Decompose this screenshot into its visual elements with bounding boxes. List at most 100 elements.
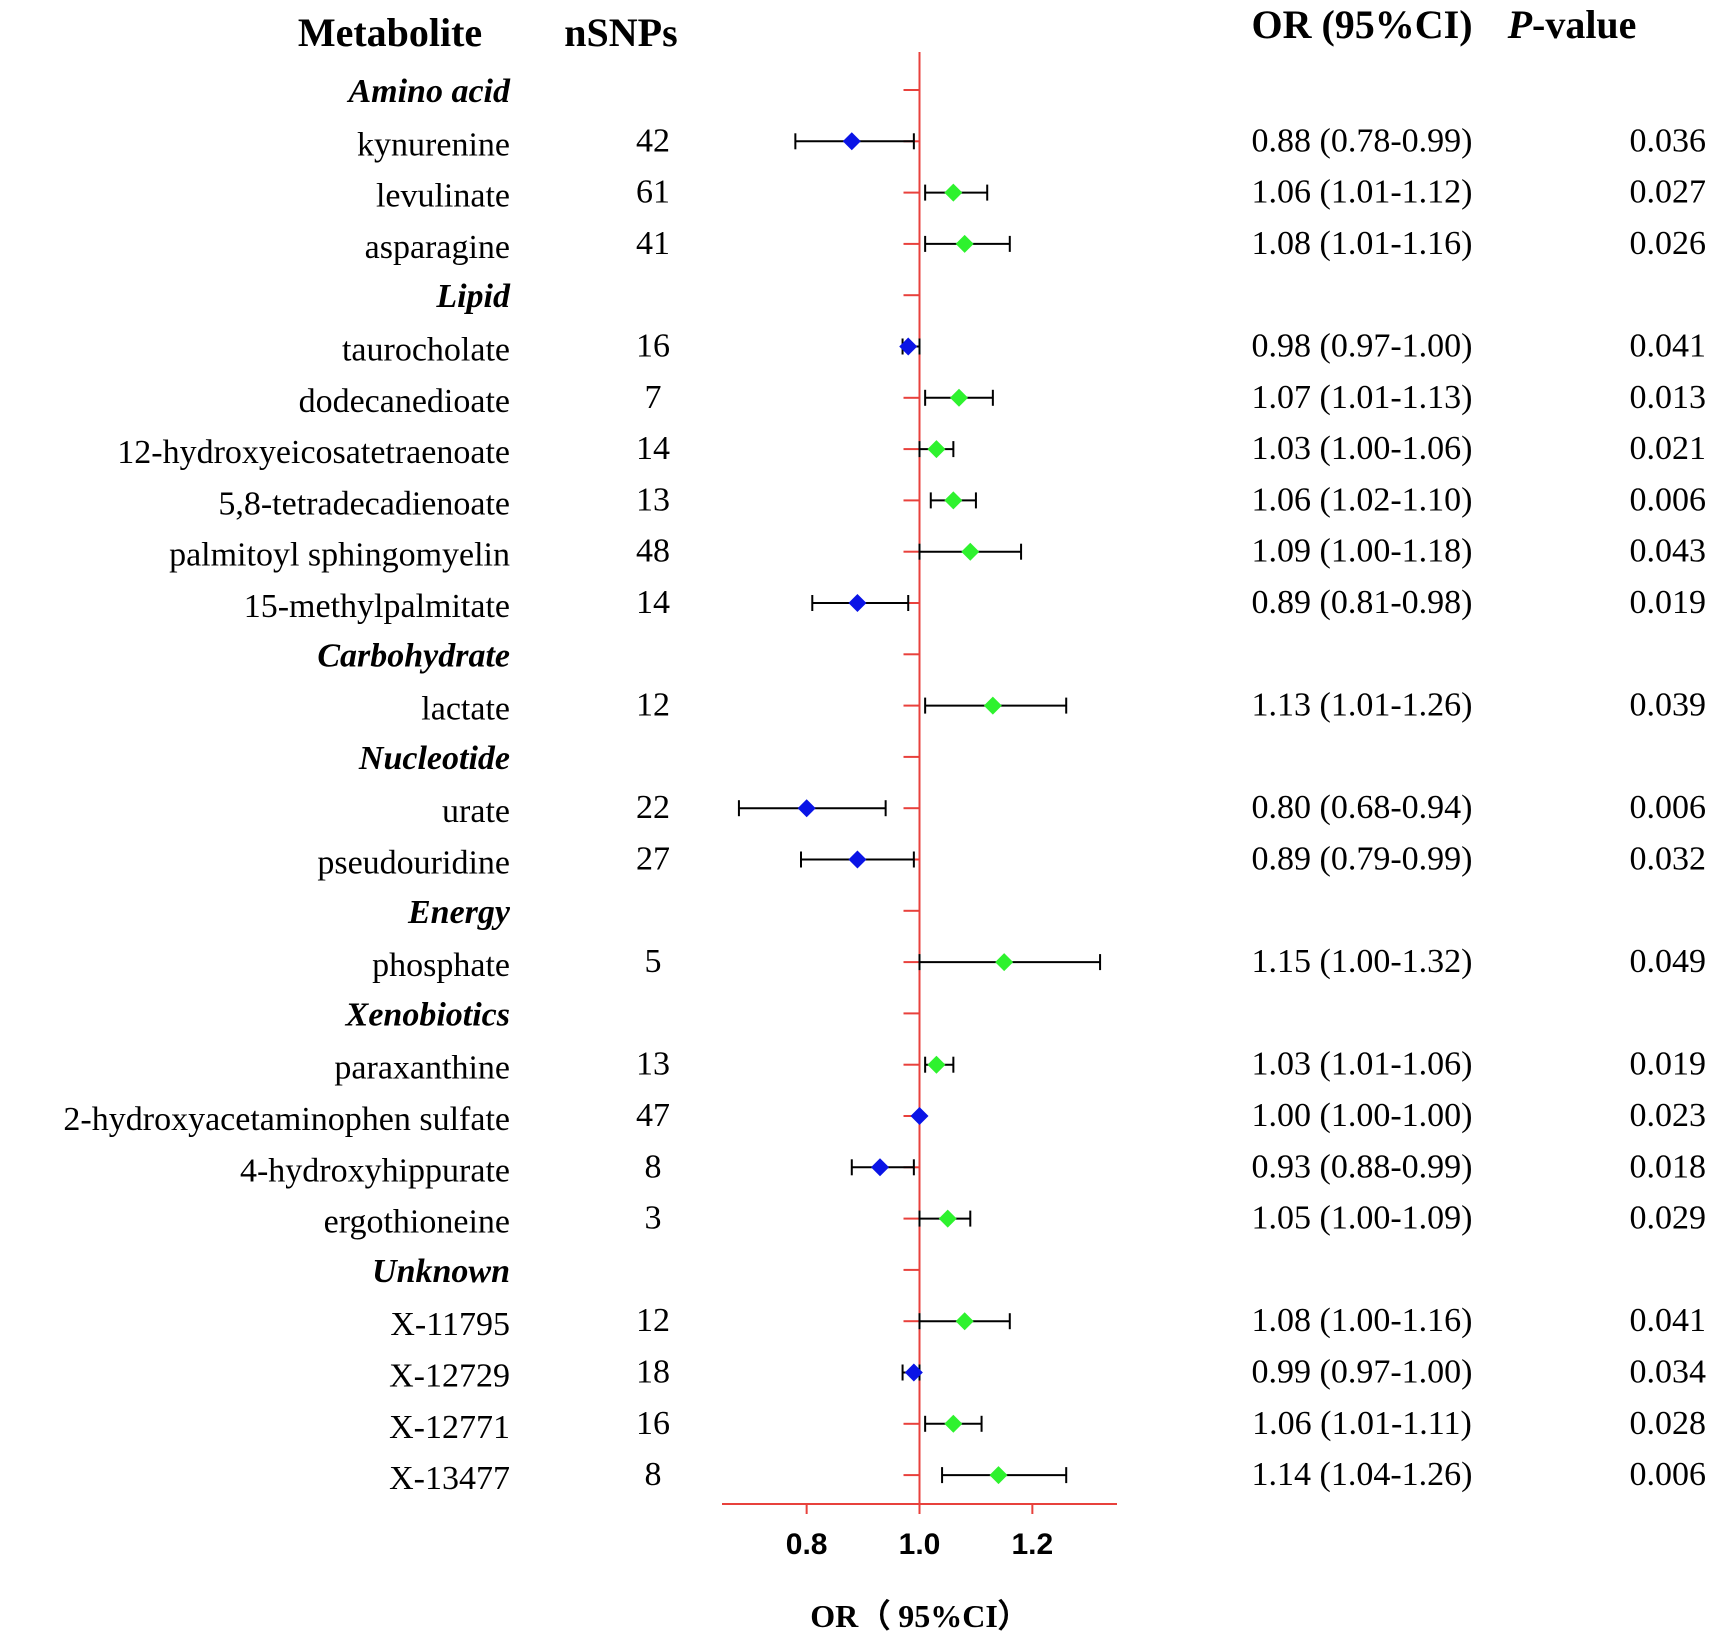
point-estimate-diamond [927,440,946,459]
or-ci-value: 1.06 (1.01-1.12) [1252,174,1473,211]
nsnps-value: 16 [636,1405,670,1442]
or-ci-value: 0.98 (0.97-1.00) [1252,328,1473,365]
header-p-italic: P [1507,2,1533,47]
point-estimate-diamond [983,696,1002,715]
metabolite-label: X-12729 [389,1358,510,1395]
point-estimate-diamond [961,542,980,561]
point-estimate-diamond [899,337,918,356]
p-value: 0.041 [1630,1302,1707,1339]
point-estimate-diamond [955,1312,974,1331]
p-value: 0.006 [1630,789,1707,826]
p-value: 0.006 [1630,1456,1707,1493]
header-or-ci: OR (95%CI) [1251,2,1472,47]
metabolite-label: levulinate [376,178,510,215]
or-ci-value: 0.88 (0.78-0.99) [1252,122,1473,159]
p-value: 0.013 [1630,379,1707,416]
forest-rows: Amino acid kynurenine 42 0.88 (0.78-0.99) 0.… [63,73,1706,1497]
p-value: 0.026 [1630,225,1707,262]
point-estimate-diamond [910,1107,929,1125]
nsnps-value: 8 [645,1456,662,1493]
point-estimate-diamond [950,388,968,407]
or-ci-value: 1.09 (1.00-1.18) [1252,533,1473,570]
or-ci-value: 1.08 (1.00-1.16) [1252,1302,1473,1339]
or-ci-value: 0.89 (0.79-0.99) [1252,841,1473,878]
header-p-value: P-value [1507,2,1637,47]
metabolite-label: asparagine [365,229,510,266]
header-metabolite: Metabolite [298,10,482,55]
category-label: Unknown [372,1253,510,1290]
point-estimate-diamond [848,594,867,612]
x-tick-label: 0.8 [786,1528,828,1561]
p-value: 0.049 [1630,943,1707,980]
metabolite-label: palmitoyl sphingomyelin [169,537,510,574]
category-label: Carbohydrate [317,637,510,674]
point-estimate-diamond [944,1414,963,1433]
p-value: 0.028 [1630,1405,1707,1442]
category-label: Xenobiotics [345,996,510,1033]
point-estimate-diamond [871,1158,889,1177]
point-estimate-diamond [989,1466,1008,1485]
x-axis-title: OR（ 95%CI） [810,1598,1030,1634]
or-ci-value: 1.00 (1.00-1.00) [1252,1097,1473,1134]
category-label: Amino acid [346,73,511,110]
p-value: 0.018 [1630,1148,1707,1185]
metabolite-label: X-13477 [389,1460,510,1497]
header-p-rest: -value [1532,2,1636,47]
p-value: 0.019 [1630,584,1707,621]
nsnps-value: 8 [645,1148,662,1185]
p-value: 0.041 [1630,328,1707,365]
or-ci-value: 0.93 (0.88-0.99) [1252,1148,1473,1185]
nsnps-value: 41 [636,225,670,262]
nsnps-value: 5 [645,943,662,980]
p-value: 0.032 [1630,841,1707,878]
p-value: 0.034 [1630,1354,1707,1391]
x-tick-label: 1.0 [899,1528,941,1561]
point-estimate-diamond [848,850,867,869]
x-tick-label: 1.2 [1011,1528,1053,1561]
p-value: 0.021 [1630,430,1707,467]
point-estimate-diamond [955,234,974,253]
metabolite-label: 15-methylpalmitate [244,588,510,625]
metabolite-label: urate [442,793,510,830]
or-ci-value: 0.80 (0.68-0.94) [1252,789,1473,826]
metabolite-label: phosphate [372,947,510,984]
point-estimate-diamond [797,799,816,818]
nsnps-value: 14 [636,584,670,621]
metabolite-label: 2-hydroxyacetaminophen sulfate [63,1101,510,1138]
point-estimate-diamond [944,491,963,510]
point-estimate-diamond [904,1363,923,1382]
nsnps-value: 18 [636,1354,670,1391]
metabolite-label: taurocholate [342,332,510,369]
nsnps-value: 12 [636,687,670,724]
nsnps-value: 12 [636,1302,670,1339]
or-ci-value: 1.14 (1.04-1.26) [1252,1456,1473,1493]
p-value: 0.019 [1630,1046,1707,1083]
point-estimate-diamond [842,132,861,151]
nsnps-value: 42 [636,122,670,159]
or-ci-value: 1.03 (1.01-1.06) [1252,1046,1473,1083]
p-value: 0.006 [1630,481,1707,518]
p-value: 0.039 [1630,687,1707,724]
or-ci-value: 1.05 (1.00-1.09) [1252,1200,1473,1237]
or-ci-value: 1.06 (1.01-1.11) [1252,1405,1472,1442]
metabolite-label: X-11795 [390,1306,510,1343]
or-ci-value: 1.13 (1.01-1.26) [1252,687,1473,724]
metabolite-label: pseudouridine [317,845,510,882]
metabolite-label: 5,8-tetradecadienoate [218,485,510,522]
point-estimate-diamond [938,1209,957,1228]
or-ci-value: 1.15 (1.00-1.32) [1252,943,1473,980]
metabolite-label: X-12771 [389,1409,510,1446]
or-ci-value: 1.06 (1.02-1.10) [1252,481,1473,518]
p-value: 0.029 [1630,1200,1707,1237]
nsnps-value: 13 [636,481,670,518]
x-axis-ticks: 0.8 1.0 1.2 [786,1504,1053,1561]
nsnps-value: 27 [636,841,670,878]
p-value: 0.036 [1630,122,1707,159]
p-value: 0.023 [1630,1097,1707,1134]
metabolite-label: 4-hydroxyhippurate [240,1152,510,1189]
nsnps-value: 16 [636,328,670,365]
or-ci-value: 1.03 (1.00-1.06) [1252,430,1473,467]
category-label: Energy [407,894,511,931]
or-ci-value: 0.89 (0.81-0.98) [1252,584,1473,621]
